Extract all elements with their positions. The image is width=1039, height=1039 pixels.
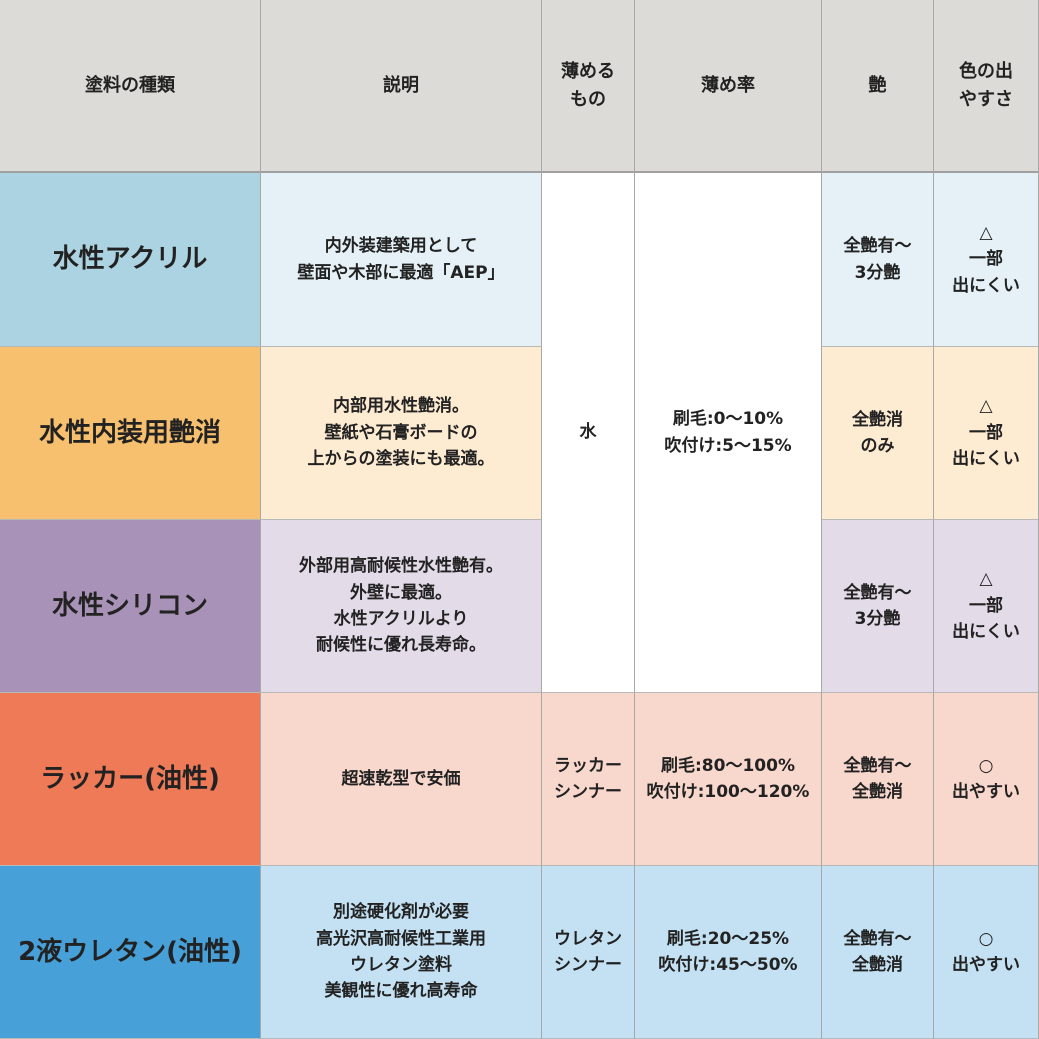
paint-description: 内部用水性艶消。 壁紙や石膏ボードの 上からの塗装にも最適。	[261, 347, 542, 520]
gloss: 全艶消 のみ	[822, 347, 934, 520]
paint-description: 別途硬化剤が必要 高光沢高耐候性工業用 ウレタン塗料 美観性に優れ高寿命	[261, 866, 542, 1039]
thinner: ラッカー シンナー	[542, 693, 635, 866]
water-thinning-rate: 刷毛:0～10% 吹付け:5～15%	[635, 173, 822, 693]
gloss: 全艶有～ 全艶消	[822, 866, 934, 1039]
thinning-rate: 刷毛:80～100% 吹付け:100～120%	[635, 693, 822, 866]
paint-description: 外部用高耐候性水性艶有。 外壁に最適。 水性アクリルより 耐候性に優れ長寿命。	[261, 520, 542, 693]
color-ease: ○ 出やすい	[934, 693, 1039, 866]
color-ease: △ 一部 出にくい	[934, 173, 1039, 347]
header-gloss: 艶	[822, 0, 934, 173]
color-ease: △ 一部 出にくい	[934, 520, 1039, 693]
gloss: 全艶有～ 3分艶	[822, 173, 934, 347]
gloss: 全艶有～ 3分艶	[822, 520, 934, 693]
gloss: 全艶有～ 全艶消	[822, 693, 934, 866]
paint-name: 2液ウレタン(油性)	[0, 866, 261, 1039]
paint-name: 水性アクリル	[0, 173, 261, 347]
header-description: 説明	[261, 0, 542, 173]
header-paint-type: 塗料の種類	[0, 0, 261, 173]
paint-name: 水性内装用艶消	[0, 347, 261, 520]
water-thinner: 水	[542, 173, 635, 693]
thinning-rate: 刷毛:20～25% 吹付け:45～50%	[635, 866, 822, 1039]
header-thinner: 薄める もの	[542, 0, 635, 173]
paint-description: 超速乾型で安価	[261, 693, 542, 866]
header-thinning-rate: 薄め率	[635, 0, 822, 173]
thinner: ウレタン シンナー	[542, 866, 635, 1039]
paint-description: 内外装建築用として 壁面や木部に最適「AEP」	[261, 173, 542, 347]
paint-name: ラッカー(油性)	[0, 693, 261, 866]
paint-name: 水性シリコン	[0, 520, 261, 693]
header-color-ease: 色の出 やすさ	[934, 0, 1039, 173]
color-ease: △ 一部 出にくい	[934, 347, 1039, 520]
color-ease: ○ 出やすい	[934, 866, 1039, 1039]
